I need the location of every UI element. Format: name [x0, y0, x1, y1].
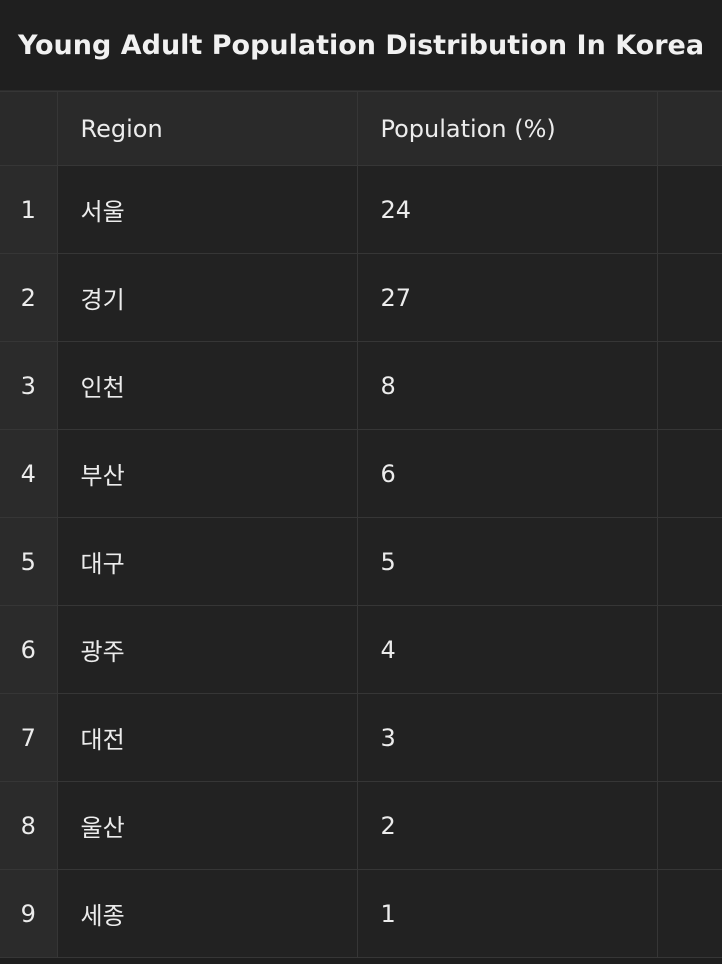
table-row[interactable]: 5 대구 5: [0, 517, 722, 606]
table-row[interactable]: 7 대전 3: [0, 693, 722, 782]
region-cell[interactable]: 부산: [56, 429, 358, 518]
empty-cell: [656, 781, 722, 870]
page-title: Young Adult Population Distribution In K…: [17, 29, 705, 61]
extra-column-header: [656, 91, 722, 166]
region-cell[interactable]: 대구: [56, 517, 358, 606]
row-index: 2: [0, 253, 58, 342]
population-cell[interactable]: 27: [356, 253, 658, 342]
empty-cell: [656, 253, 722, 342]
table-row[interactable]: 6 광주 4: [0, 605, 722, 694]
population-cell[interactable]: 2: [356, 781, 658, 870]
row-index: 7: [0, 693, 58, 782]
table-row[interactable]: 4 부산 6: [0, 429, 722, 518]
region-cell[interactable]: 대전: [56, 693, 358, 782]
table-row[interactable]: 2 경기 27: [0, 253, 722, 342]
population-column-header[interactable]: Population (%): [356, 91, 658, 166]
table-header-row: Region Population (%): [0, 91, 722, 166]
empty-cell: [656, 517, 722, 606]
row-index: 9: [0, 869, 58, 958]
region-cell[interactable]: 광주: [56, 605, 358, 694]
empty-cell: [656, 605, 722, 694]
population-cell[interactable]: 3: [356, 693, 658, 782]
region-cell[interactable]: 서울: [56, 165, 358, 254]
population-cell[interactable]: 6: [356, 429, 658, 518]
empty-cell: [656, 165, 722, 254]
table-row[interactable]: 9 세종 1: [0, 869, 722, 958]
row-index: 6: [0, 605, 58, 694]
empty-cell: [656, 693, 722, 782]
population-cell[interactable]: 4: [356, 605, 658, 694]
region-cell[interactable]: 경기: [56, 253, 358, 342]
population-cell[interactable]: 8: [356, 341, 658, 430]
population-cell[interactable]: 24: [356, 165, 658, 254]
table-row[interactable]: 1 서울 24: [0, 165, 722, 254]
empty-cell: [656, 869, 722, 958]
region-cell[interactable]: 인천: [56, 341, 358, 430]
empty-cell: [656, 341, 722, 430]
title-bar: Young Adult Population Distribution In K…: [0, 0, 722, 91]
data-table: Region Population (%) 1 서울 24 2 경기 27 3 …: [0, 91, 722, 958]
table-row[interactable]: 3 인천 8: [0, 341, 722, 430]
table-row[interactable]: 8 울산 2: [0, 781, 722, 870]
row-index: 1: [0, 165, 58, 254]
row-index: 4: [0, 429, 58, 518]
row-index: 3: [0, 341, 58, 430]
population-cell[interactable]: 1: [356, 869, 658, 958]
population-cell[interactable]: 5: [356, 517, 658, 606]
row-index: 5: [0, 517, 58, 606]
region-cell[interactable]: 세종: [56, 869, 358, 958]
row-index: 8: [0, 781, 58, 870]
empty-cell: [656, 429, 722, 518]
index-column-header: [0, 91, 58, 166]
region-column-header[interactable]: Region: [56, 91, 358, 166]
region-cell[interactable]: 울산: [56, 781, 358, 870]
